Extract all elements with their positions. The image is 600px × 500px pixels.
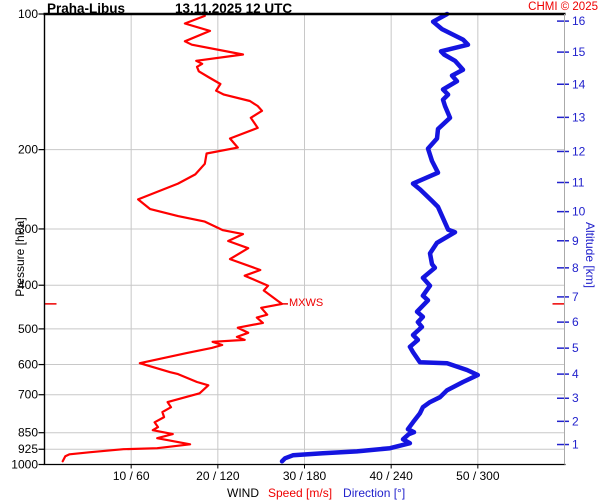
x-tick-label: 30 / 180 xyxy=(283,469,327,483)
pressure-tick-label: 700 xyxy=(18,388,38,402)
mxws-annotation: MXWS xyxy=(289,297,324,309)
altitude-tick-label: 3 xyxy=(572,391,579,405)
pressure-tick-label: 850 xyxy=(18,426,38,440)
altitude-tick-label: 2 xyxy=(572,414,579,428)
altitude-tick-label: 9 xyxy=(572,234,579,248)
wind-legend-label: WIND xyxy=(227,486,259,500)
pressure-tick-label: 400 xyxy=(18,278,38,292)
station-title: Praha-Libus xyxy=(47,1,126,16)
pressure-tick-label: 1000 xyxy=(11,458,38,472)
pressure-tick-label: 200 xyxy=(18,143,38,157)
altitude-tick-label: 16 xyxy=(572,14,586,28)
x-tick-label: 10 / 60 xyxy=(113,469,150,483)
direction-legend-label: Direction [°] xyxy=(343,486,406,500)
altitude-tick-label: 6 xyxy=(572,315,579,329)
wind-direction-curve xyxy=(279,11,481,464)
x-tick-label: 50 / 300 xyxy=(456,469,500,483)
pressure-tick-label: 300 xyxy=(18,222,38,236)
altitude-tick-label: 1 xyxy=(572,438,579,452)
altitude-tick-label: 14 xyxy=(572,77,586,91)
altitude-tick-label: 4 xyxy=(572,367,579,381)
pressure-tick-label: 500 xyxy=(18,322,38,336)
pressure-tick-label: 600 xyxy=(18,358,38,372)
altitude-tick-label: 15 xyxy=(572,45,586,59)
pressure-axis-label: Pressure [hPa] xyxy=(13,217,27,297)
altitude-tick-label: 10 xyxy=(572,205,586,219)
altitude-tick-label: 8 xyxy=(572,261,579,275)
wind-speed-curve xyxy=(61,14,284,463)
x-tick-label: 40 / 240 xyxy=(369,469,413,483)
altitude-axis-label: Altitude [km] xyxy=(583,221,597,289)
x-axis-legend: WIND Speed [m/s] Direction [°] xyxy=(227,486,405,500)
altitude-tick-label: 7 xyxy=(572,290,579,304)
pressure-tick-label: 925 xyxy=(18,442,38,456)
altitude-tick-label: 13 xyxy=(572,110,586,124)
altitude-tick-label: 11 xyxy=(572,175,585,189)
x-tick-label: 20 / 120 xyxy=(196,469,240,483)
sounding-datetime: 13.11.2025 12 UTC xyxy=(175,1,293,16)
altitude-tick-label: 5 xyxy=(572,341,579,355)
pressure-tick-label: 100 xyxy=(18,7,38,21)
speed-legend-label: Speed [m/s] xyxy=(268,486,333,500)
chmi-credit: CHMI © 2025 xyxy=(528,1,598,13)
altitude-tick-label: 12 xyxy=(572,144,586,158)
